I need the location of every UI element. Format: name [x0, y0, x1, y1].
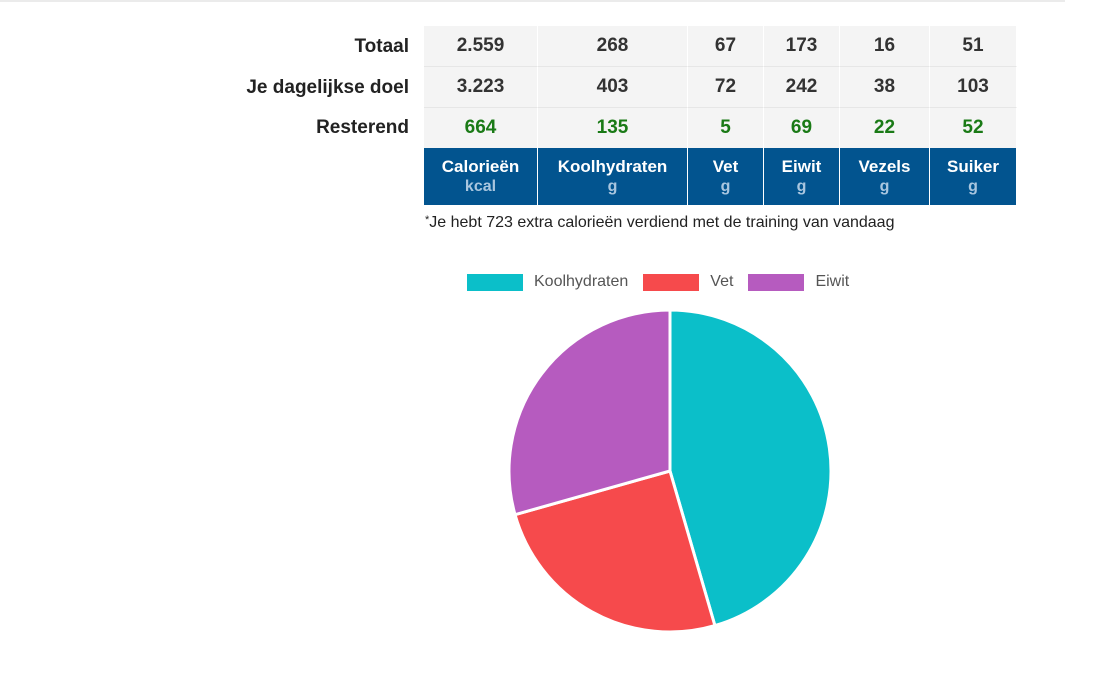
column-name-calories: Calorieën	[441, 156, 520, 176]
chart-legend: Koolhydraten Vet Eiwit	[467, 271, 864, 293]
legend-swatch-koolhydraten	[467, 273, 523, 291]
goal-fat: 72	[688, 67, 764, 108]
column-header-protein: Eiwit g	[764, 148, 840, 205]
column-header-sugar: Suiker g	[930, 148, 1017, 205]
legend-label-eiwit: Eiwit	[815, 273, 850, 290]
remaining-fat: 5	[688, 108, 764, 148]
column-name-fat: Vet	[712, 156, 739, 176]
column-unit-carbs: g	[607, 177, 618, 195]
legend-item-koolhydraten[interactable]: Koolhydraten	[467, 273, 628, 291]
totals-protein: 173	[764, 26, 840, 67]
nutrition-summary-table: Totaal 2.559 268 67 173 16 51 Je dagelij…	[0, 26, 1017, 205]
column-name-fiber: Vezels	[858, 156, 911, 176]
goal-protein: 242	[764, 67, 840, 108]
column-name-sugar: Suiker	[947, 156, 999, 176]
legend-swatch-vet	[643, 273, 700, 291]
header-spacer	[0, 148, 424, 205]
row-label-totals: Totaal	[0, 26, 424, 67]
column-name-protein: Eiwit	[781, 156, 822, 176]
remaining-protein: 69	[764, 108, 840, 148]
column-unit-protein: g	[796, 177, 807, 195]
pie-slice-eiwit[interactable]	[507, 308, 672, 517]
footnote-text: Je hebt 723 extra calorieën verdiend met…	[429, 214, 895, 231]
column-header-row: Calorieën kcal Koolhydraten g Vet g Eiwi…	[0, 148, 1017, 205]
column-unit-fat: g	[720, 177, 731, 195]
remaining-sugar: 52	[930, 108, 1017, 148]
legend-swatch-eiwit	[748, 273, 805, 291]
goal-calories: 3.223	[424, 67, 538, 108]
column-unit-fiber: g	[879, 177, 890, 195]
column-header-carbs: Koolhydraten g	[538, 148, 688, 205]
pie-slice-vet[interactable]	[513, 469, 717, 634]
goal-fiber: 38	[840, 67, 930, 108]
row-label-remaining: Resterend	[0, 108, 424, 148]
remaining-fiber: 22	[840, 108, 930, 148]
remaining-carbs: 135	[538, 108, 688, 148]
macro-pie-chart	[507, 308, 833, 634]
footnote-asterisk: *	[425, 214, 430, 226]
totals-carbs: 268	[538, 26, 688, 67]
exercise-footnote: *Je hebt 723 extra calorieën verdiend me…	[425, 214, 894, 232]
column-header-fat: Vet g	[688, 148, 764, 205]
goal-carbs: 403	[538, 67, 688, 108]
legend-label-koolhydraten: Koolhydraten	[534, 273, 629, 290]
goal-row: Je dagelijkse doel 3.223 403 72 242 38 1…	[0, 67, 1017, 108]
totals-fiber: 16	[840, 26, 930, 67]
legend-label-vet: Vet	[710, 273, 734, 290]
row-label-goal: Je dagelijkse doel	[0, 67, 424, 108]
totals-row: Totaal 2.559 268 67 173 16 51	[0, 26, 1017, 67]
totals-calories: 2.559	[424, 26, 538, 67]
pie-slices	[507, 308, 833, 634]
totals-fat: 67	[688, 26, 764, 67]
column-header-calories: Calorieën kcal	[424, 148, 538, 205]
legend-item-vet[interactable]: Vet	[643, 273, 733, 291]
pie-slice-koolhydraten[interactable]	[668, 308, 833, 628]
remaining-row: Resterend 664 135 5 69 22 52	[0, 108, 1017, 148]
column-unit-sugar: g	[968, 177, 978, 195]
column-unit-calories: kcal	[464, 177, 497, 195]
goal-sugar: 103	[930, 67, 1017, 108]
column-name-carbs: Koolhydraten	[557, 156, 668, 176]
top-divider	[0, 0, 1065, 2]
column-header-fiber: Vezels g	[840, 148, 930, 205]
legend-item-eiwit[interactable]: Eiwit	[748, 273, 849, 291]
remaining-calories: 664	[424, 108, 538, 148]
totals-sugar: 51	[930, 26, 1017, 67]
